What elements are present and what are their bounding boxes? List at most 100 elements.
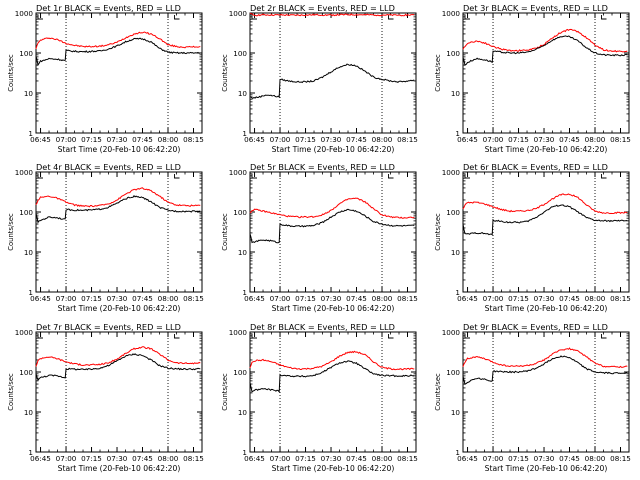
x-tick-label: 07:15 [508, 135, 529, 144]
panel-title: Det 2r BLACK = Events, RED = LLD [250, 3, 395, 13]
lld-series-line [462, 347, 628, 368]
lld-series-line [462, 28, 628, 53]
x-tick-label: 08:00 [585, 135, 606, 144]
y-tick-label: 10 [24, 89, 34, 98]
y-tick-label: 10 [24, 408, 34, 417]
y-tick-label: 1 [455, 288, 460, 297]
x-tick-label: 08:00 [372, 294, 393, 303]
events-series-line [462, 355, 628, 385]
panel-title: Det 4r BLACK = Events, RED = LLD [36, 162, 181, 172]
x-tick-label: 07:30 [107, 454, 128, 463]
x-tick-label: 07:00 [56, 135, 77, 144]
x-tick-label: 07:00 [483, 135, 504, 144]
y-tick-label: 10 [451, 408, 461, 417]
x-axis-label: Start Time (20-Feb-10 06:42:20) [485, 145, 608, 154]
detector-panel: Det 8r BLACK = Events, RED = LLD 1 10 100 10… [221, 322, 418, 473]
x-tick-label: 08:00 [158, 294, 179, 303]
x-tick-label: 07:15 [295, 135, 316, 144]
interval-marker [251, 334, 257, 339]
x-axis-label: Start Time (20-Feb-10 06:42:20) [58, 304, 181, 313]
detector-panel: Det 4r BLACK = Events, RED = LLD 1 10 100 10… [7, 162, 204, 313]
events-series-line [249, 208, 415, 244]
y-tick-label: 10 [451, 89, 461, 98]
interval-marker [601, 334, 607, 339]
detector-panel: Det 9r BLACK = Events, RED = LLD 1 10 100 10… [434, 322, 631, 473]
y-axis-label: Counts/sec [7, 373, 15, 411]
x-tick-label: 06:45 [244, 454, 265, 463]
x-tick-label: 07:45 [559, 294, 580, 303]
x-tick-label: 07:30 [534, 294, 555, 303]
y-axis-label: Counts/sec [221, 373, 229, 411]
plot-frame [35, 12, 203, 134]
x-tick-label: 08:15 [397, 294, 418, 303]
x-tick-label: 07:45 [559, 135, 580, 144]
y-tick-label: 1000 [15, 328, 34, 337]
x-axis-label: Start Time (20-Feb-10 06:42:20) [58, 145, 181, 154]
plot-frame [462, 171, 630, 293]
y-tick-label: 1000 [442, 9, 461, 18]
x-tick-label: 07:00 [270, 454, 291, 463]
panel-title: Det 9r BLACK = Events, RED = LLD [463, 322, 608, 332]
x-tick-label: 07:00 [56, 454, 77, 463]
x-tick-label: 08:00 [372, 135, 393, 144]
x-tick-label: 08:00 [585, 454, 606, 463]
panel-title: Det 5r BLACK = Events, RED = LLD [250, 162, 395, 172]
panel-title: Det 7r BLACK = Events, RED = LLD [36, 322, 181, 332]
lld-series-line [35, 187, 201, 208]
plot-frame [35, 171, 203, 293]
x-tick-label: 07:15 [81, 454, 102, 463]
events-series-line [35, 353, 201, 382]
y-tick-label: 10 [238, 408, 248, 417]
x-tick-label: 07:15 [295, 294, 316, 303]
interval-marker [388, 334, 394, 339]
detector-panel: Det 7r BLACK = Events, RED = LLD 1 10 100 10… [7, 322, 204, 473]
x-tick-label: 07:00 [270, 135, 291, 144]
lld-series-line [462, 193, 628, 215]
x-tick-label: 07:30 [321, 294, 342, 303]
interval-marker [174, 174, 180, 179]
panel-title: Det 1r BLACK = Events, RED = LLD [36, 3, 181, 13]
x-axis-label: Start Time (20-Feb-10 06:42:20) [272, 145, 395, 154]
x-tick-label: 07:45 [559, 454, 580, 463]
y-tick-label: 10 [238, 89, 248, 98]
x-tick-label: 07:45 [346, 294, 367, 303]
x-tick-label: 08:15 [183, 454, 204, 463]
x-tick-label: 07:15 [295, 454, 316, 463]
events-series-line [35, 195, 201, 224]
x-tick-label: 07:30 [107, 294, 128, 303]
panel-title: Det 6r BLACK = Events, RED = LLD [463, 162, 608, 172]
lld-series-line [35, 346, 201, 367]
y-axis-label: Counts/sec [221, 213, 229, 251]
y-tick-label: 1000 [229, 9, 248, 18]
y-tick-label: 1000 [15, 168, 34, 177]
y-tick-label: 1 [455, 129, 460, 138]
y-tick-label: 100 [446, 208, 460, 217]
interval-marker [464, 15, 470, 20]
x-tick-label: 06:45 [244, 135, 265, 144]
interval-marker [464, 174, 470, 179]
plot-frame [249, 331, 417, 453]
plot-frame [35, 331, 203, 453]
y-tick-label: 100 [233, 368, 247, 377]
y-tick-label: 1000 [442, 168, 461, 177]
x-tick-label: 07:45 [132, 135, 153, 144]
x-tick-label: 07:30 [321, 454, 342, 463]
y-tick-label: 1000 [229, 328, 248, 337]
x-tick-label: 06:45 [30, 294, 51, 303]
detector-panel: Det 1r BLACK = Events, RED = LLD 1 10 100 10… [7, 3, 204, 154]
x-tick-label: 07:30 [534, 454, 555, 463]
events-series-line [462, 35, 628, 67]
x-tick-label: 08:15 [610, 294, 631, 303]
y-tick-label: 1000 [229, 168, 248, 177]
x-tick-label: 08:15 [183, 135, 204, 144]
x-tick-label: 06:45 [457, 294, 478, 303]
x-tick-label: 07:00 [270, 294, 291, 303]
x-tick-label: 06:45 [244, 294, 265, 303]
x-tick-label: 07:15 [508, 454, 529, 463]
interval-marker [174, 15, 180, 20]
y-axis-label: Counts/sec [434, 54, 442, 92]
y-tick-label: 1 [242, 448, 247, 457]
y-axis-label: Counts/sec [7, 54, 15, 92]
x-tick-label: 08:15 [610, 454, 631, 463]
